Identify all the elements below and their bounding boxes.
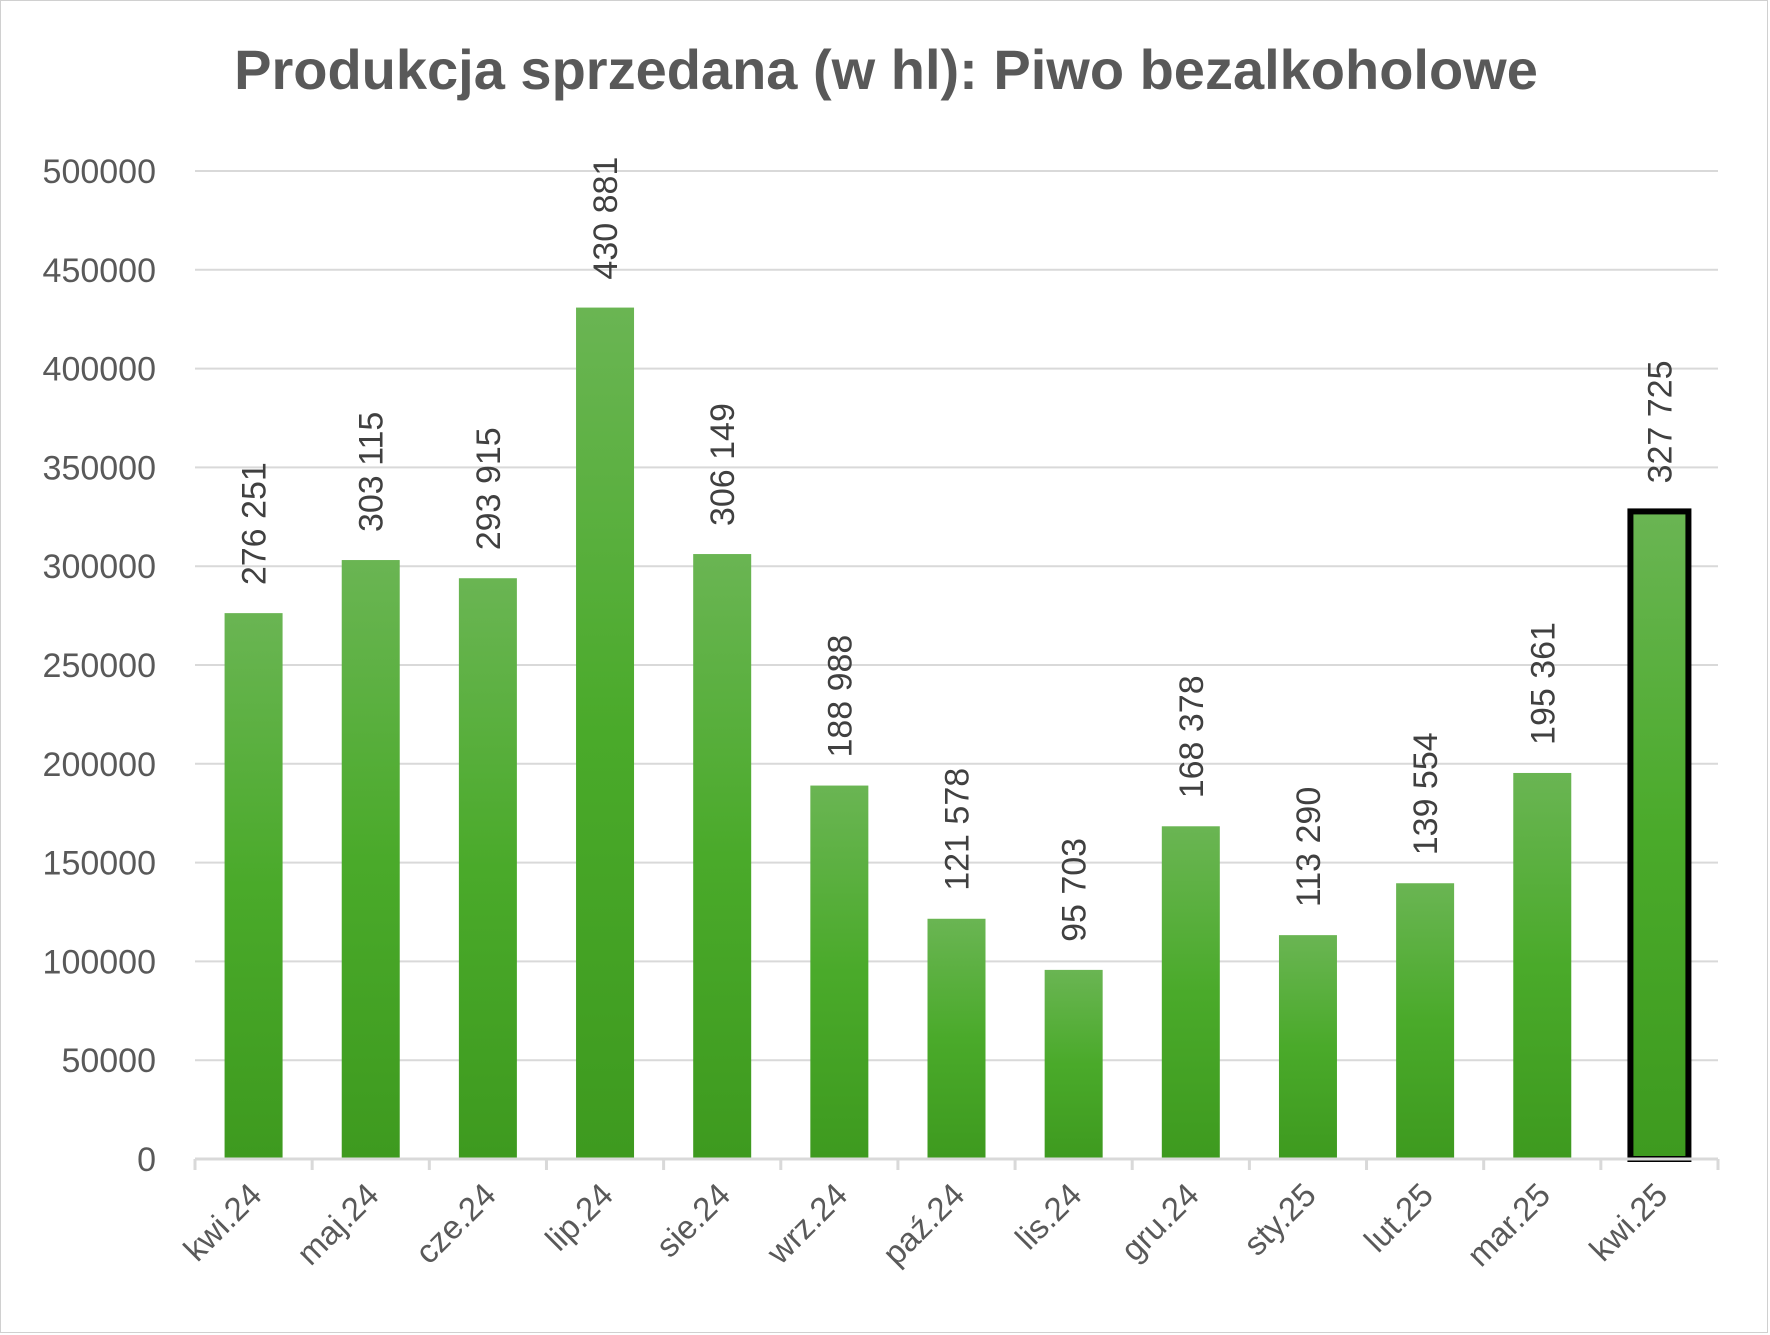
y-tick-label: 100000 <box>43 943 156 981</box>
y-tick-label: 150000 <box>43 845 156 883</box>
bar-kwi.24 <box>224 613 283 1159</box>
x-tick-label: kwi.24 <box>176 1176 268 1268</box>
x-tick-label: lis.24 <box>1008 1176 1089 1257</box>
x-tick-label: mar.25 <box>1460 1176 1558 1274</box>
x-tick-label: wrz.24 <box>759 1176 855 1272</box>
data-label: 188 988 <box>821 635 859 758</box>
x-tick-label: gru.24 <box>1113 1176 1205 1268</box>
bar-lis.24 <box>1044 969 1103 1159</box>
x-tick-label: cze.24 <box>408 1176 503 1271</box>
x-tick-label: sty.25 <box>1236 1176 1323 1263</box>
data-label: 430 881 <box>587 157 625 280</box>
bar-lut.25 <box>1396 883 1455 1159</box>
data-label: 276 251 <box>236 462 274 585</box>
y-tick-label: 500000 <box>43 153 156 191</box>
x-tick-label: sie.24 <box>649 1176 737 1264</box>
gridlines <box>195 170 1718 1062</box>
y-axis-ticks: 0 50000 100000 150000 200000 250000 300000 3500… <box>43 153 156 1179</box>
bar-mar.25 <box>1513 772 1572 1159</box>
data-label: 139 554 <box>1407 732 1445 855</box>
data-label: 293 915 <box>470 427 508 550</box>
bars <box>224 307 1692 1162</box>
y-tick-label: 300000 <box>43 548 156 586</box>
bar-gru.24 <box>1161 826 1220 1159</box>
y-tick-label: 350000 <box>43 449 156 487</box>
x-tick-label: maj.24 <box>289 1176 385 1272</box>
bar-cze.24 <box>458 578 517 1159</box>
bar-paź.24 <box>927 918 986 1159</box>
y-tick-label: 50000 <box>61 1042 156 1080</box>
data-label: 306 149 <box>704 403 742 526</box>
y-tick-label: 250000 <box>43 647 156 685</box>
y-tick-label: 400000 <box>43 351 156 389</box>
x-tick-label: paź.24 <box>875 1176 971 1272</box>
bar-lip.24 <box>576 307 635 1160</box>
data-labels: 276 251 303 115 293 915 430 881 306 149 188 9… <box>236 157 1680 942</box>
data-label: 113 290 <box>1290 787 1328 907</box>
data-label: 121 578 <box>939 768 977 891</box>
bar-maj.24 <box>341 560 400 1159</box>
x-tick-label: lut.25 <box>1357 1176 1440 1259</box>
x-tick-label: kwi.25 <box>1582 1176 1674 1268</box>
bar-sty.25 <box>1278 935 1337 1159</box>
data-label: 168 378 <box>1173 675 1211 798</box>
bar-highlighted <box>1627 508 1692 1162</box>
y-tick-label: 200000 <box>43 746 156 784</box>
chart-title: Produkcja sprzedana (w hl): Piwo bezalko… <box>234 38 1538 101</box>
data-label: 327 725 <box>1641 361 1679 484</box>
bar-sie.24 <box>693 554 752 1159</box>
bar-wrz.24 <box>810 785 869 1159</box>
x-axis: kwi.24 maj.24 cze.24 lip.24 sie.24 wrz.24 paź.… <box>176 1157 1720 1274</box>
data-label: 303 115 <box>353 412 391 532</box>
y-tick-label: 0 <box>137 1141 156 1179</box>
data-label: 95 703 <box>1056 838 1094 942</box>
x-tick-label: lip.24 <box>538 1176 620 1258</box>
data-label: 195 361 <box>1524 622 1562 745</box>
y-tick-label: 450000 <box>43 252 156 290</box>
